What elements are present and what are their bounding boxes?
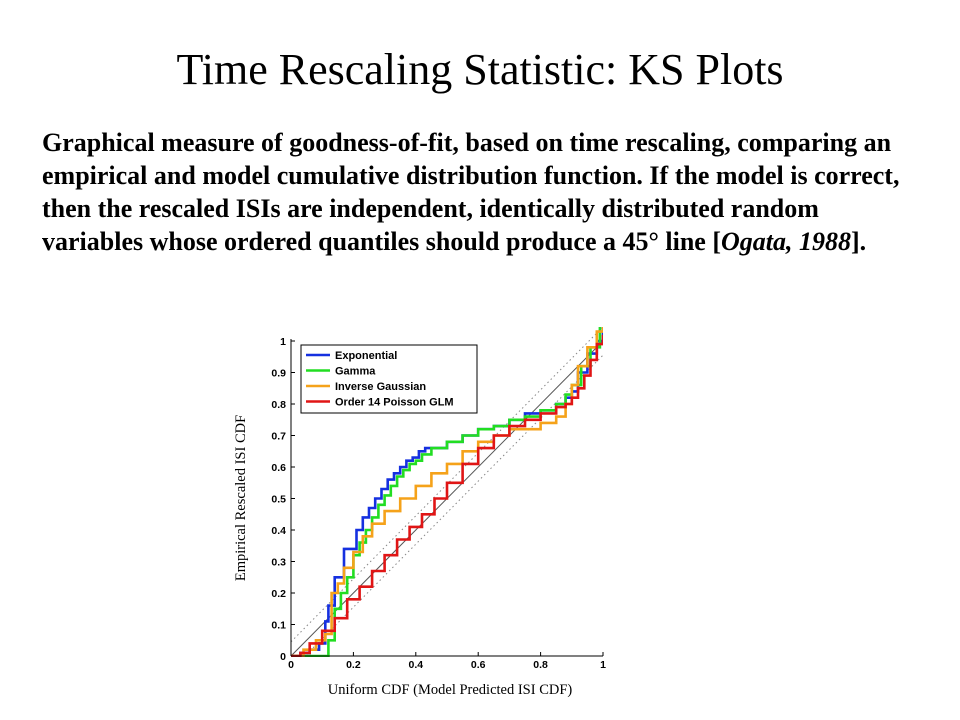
legend-box	[300, 344, 478, 414]
y-tick-label: 0.6	[271, 462, 286, 474]
legend-entry-label: Order 14 Poisson GLM	[335, 397, 454, 409]
body-lead-text: Graphical measure of goodness-of-fit, ba…	[42, 128, 900, 256]
legend-entry-label: Exponential	[335, 350, 397, 362]
body-citation: Ogata, 1988	[721, 227, 852, 256]
x-tick-label: 1	[600, 659, 606, 671]
series-line-order-14-poisson-glm	[291, 334, 603, 657]
y-tick-label: 0.9	[271, 368, 286, 380]
body-tail-text: ].	[851, 227, 867, 256]
y-tick-label: 0.1	[271, 620, 286, 632]
y-tick-label: 0.5	[271, 494, 286, 506]
y-tick-label: 0.2	[271, 588, 286, 600]
data-series	[291, 327, 603, 657]
y-tick-label: 0	[280, 651, 286, 663]
lower-confidence-line	[303, 354, 603, 657]
slide-body-text: Graphical measure of goodness-of-fit, ba…	[42, 126, 922, 258]
y-axis-label: Empirical Rescaled ISI CDF	[233, 415, 249, 581]
chart-legend: Exponential Gamma Inverse Gaussian Order 14…	[300, 344, 478, 414]
x-axis-label: Uniform CDF (Model Predicted ISI CDF)	[328, 682, 573, 698]
y-tick-label: 1	[280, 336, 286, 348]
y-tick-label: 0.8	[271, 399, 286, 411]
x-tick-label: 0	[288, 659, 294, 671]
x-tick-label: 0.2	[346, 659, 361, 671]
x-tick-label: 0.6	[471, 659, 486, 671]
slide-title: Time Rescaling Statistic: KS Plots	[176, 45, 784, 94]
y-tick-label: 0.7	[271, 431, 286, 443]
y-tick-label: 0.3	[271, 557, 286, 569]
x-tick-label: 0.8	[533, 659, 548, 671]
x-tick-label: 0.4	[408, 659, 423, 671]
axes: 0 0.2 0.4 0.6 0.8 1 0 0.1 0.2 0.3 0.4 0.5 0.6 0.7 0.8 0…	[271, 336, 606, 671]
legend-entry-label: Inverse Gaussian	[335, 381, 426, 393]
legend-entry-label: Gamma	[335, 366, 376, 378]
y-tick-label: 0.4	[271, 525, 286, 537]
